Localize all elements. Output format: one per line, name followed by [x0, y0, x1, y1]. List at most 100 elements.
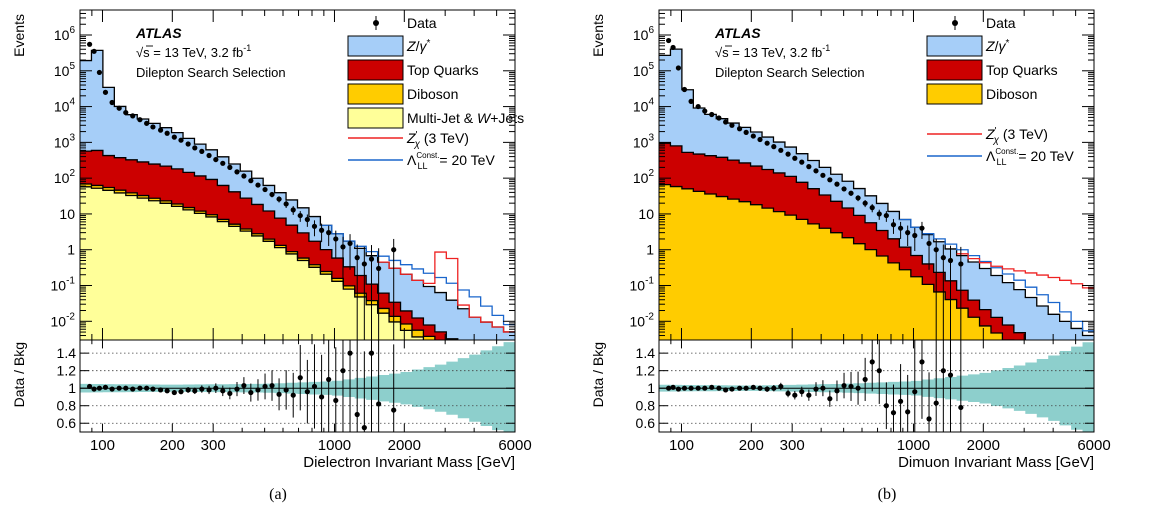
ratio-point	[123, 385, 129, 391]
data-point	[199, 148, 205, 154]
data-point	[834, 181, 840, 187]
data-point	[926, 234, 932, 270]
data-point	[130, 113, 136, 119]
ratio-point	[206, 385, 212, 395]
ratio-plot-area	[659, 340, 1094, 432]
data-point	[670, 44, 676, 51]
legend-entry-zgamma: Z/γ*	[347, 35, 430, 57]
y-tick-label: 10-2	[630, 311, 655, 329]
ratio-point	[743, 385, 749, 391]
data-point	[750, 133, 756, 139]
ratio-point	[862, 357, 868, 401]
ratio-point	[933, 340, 939, 432]
chart-panel-a: 10-2 10-1 1 10 102 103 104 105 106 100 200 300 1000 2…	[11, 9, 532, 471]
ratio-point	[304, 359, 310, 424]
ratio-point	[702, 385, 708, 391]
y-axis-title: Events	[11, 14, 27, 57]
uncertainty-band	[80, 342, 515, 432]
data-point	[361, 246, 367, 340]
energy-label: √s = 13 TeV, 3.2 fb-1	[136, 43, 251, 60]
y-tick-label: 10-1	[51, 276, 76, 294]
data-point	[764, 140, 770, 146]
x-tick-label: 2000	[967, 437, 1000, 454]
data-point	[91, 48, 97, 54]
legend-label-zprime: Z' χ (3 TeV)	[985, 126, 1048, 146]
legend-label-zgamma: Z/γ*	[985, 38, 1009, 54]
legend-entry-data: Data	[952, 15, 1016, 31]
x-tick-label: 6000	[1077, 437, 1110, 454]
ratio-point	[276, 378, 282, 411]
data-point	[391, 238, 397, 340]
ratio-point	[102, 384, 109, 390]
data-point	[368, 245, 375, 340]
ratio-point	[311, 344, 318, 429]
legend-label-data: Data	[986, 15, 1016, 31]
x-tick-label: 100	[90, 437, 115, 454]
zprime-signal-line	[956, 253, 1094, 289]
caption-b: (b)	[877, 486, 897, 503]
ratio-y-tick-label: 1.4	[57, 345, 77, 361]
legend-label-diboson: Diboson	[407, 86, 458, 102]
data-point	[354, 244, 360, 340]
ratio-point	[297, 344, 303, 411]
ratio-point	[241, 377, 247, 394]
energy-label: √s = 13 TeV, 3.2 fb-1	[715, 43, 830, 60]
ratio-point	[670, 384, 676, 390]
y-tick-label: 104	[633, 97, 655, 115]
legend-entry-ci: ΛConst. LL = 20 TeV	[927, 147, 1074, 167]
data-point	[905, 225, 911, 247]
y-tick-label: 103	[54, 132, 76, 150]
y-tick-label: 105	[54, 61, 76, 79]
ratio-point	[269, 370, 275, 401]
data-point	[933, 238, 939, 340]
stack-outline-top	[659, 142, 1038, 340]
legend-entry-diboson: Diboson	[926, 83, 1037, 105]
ratio-point	[164, 388, 170, 394]
ratio-y-tick-label: 0.8	[636, 398, 656, 414]
x-tick-label: 300	[780, 437, 805, 454]
ratio-point	[792, 390, 798, 400]
data-point	[326, 225, 332, 247]
ratio-point	[666, 385, 672, 391]
caption-a: (a)	[269, 486, 287, 503]
ci-signal-line	[899, 218, 1094, 332]
legend: Data Z/γ* Top Quarks Diboson Z' χ (3 TeV)ΛCon…	[926, 15, 1074, 167]
data-point	[757, 136, 763, 143]
data-point	[940, 244, 946, 340]
data-point	[109, 99, 115, 106]
ratio-point	[771, 385, 777, 392]
main-plot-area	[80, 41, 515, 340]
main-plot-area	[659, 37, 1094, 340]
legend-label-zprime: Z' χ (3 TeV)	[406, 130, 469, 150]
x-tick-label: 2000	[388, 437, 421, 454]
data-point	[220, 160, 226, 166]
ratio-point	[820, 380, 826, 397]
legend-label-ci: ΛConst. LL = 20 TeV	[986, 147, 1074, 167]
x-axis-title: Dimuon Invariant Mass [GeV]	[898, 454, 1094, 471]
ratio-y-tick-label: 1.2	[57, 363, 77, 379]
legend-entry-multijet: Multi-Jet & W+Jets	[347, 107, 524, 129]
ratio-point	[926, 372, 932, 432]
ratio-point	[213, 383, 219, 394]
ratio-point	[290, 372, 296, 418]
y-tick-label: 102	[54, 168, 76, 186]
y-tick-label: 102	[633, 168, 655, 186]
data-point	[376, 248, 382, 340]
ratio-point	[234, 381, 240, 397]
ratio-y-tick-label: 0.6	[57, 415, 77, 431]
data-point	[806, 164, 812, 170]
data-point	[318, 223, 325, 243]
data-point	[283, 200, 289, 209]
data-point	[841, 186, 847, 192]
ratio-point	[905, 374, 911, 432]
legend-entry-zgamma: Z/γ*	[926, 35, 1009, 57]
data-point	[137, 117, 143, 123]
data-point	[820, 172, 826, 178]
data-point	[311, 220, 318, 237]
ratio-point	[368, 340, 375, 432]
data-point	[333, 230, 339, 259]
ratio-point	[340, 340, 346, 432]
stack-outline-top	[80, 149, 459, 340]
x-tick-label: 1000	[897, 437, 930, 454]
zprime-signal-line	[377, 251, 515, 333]
